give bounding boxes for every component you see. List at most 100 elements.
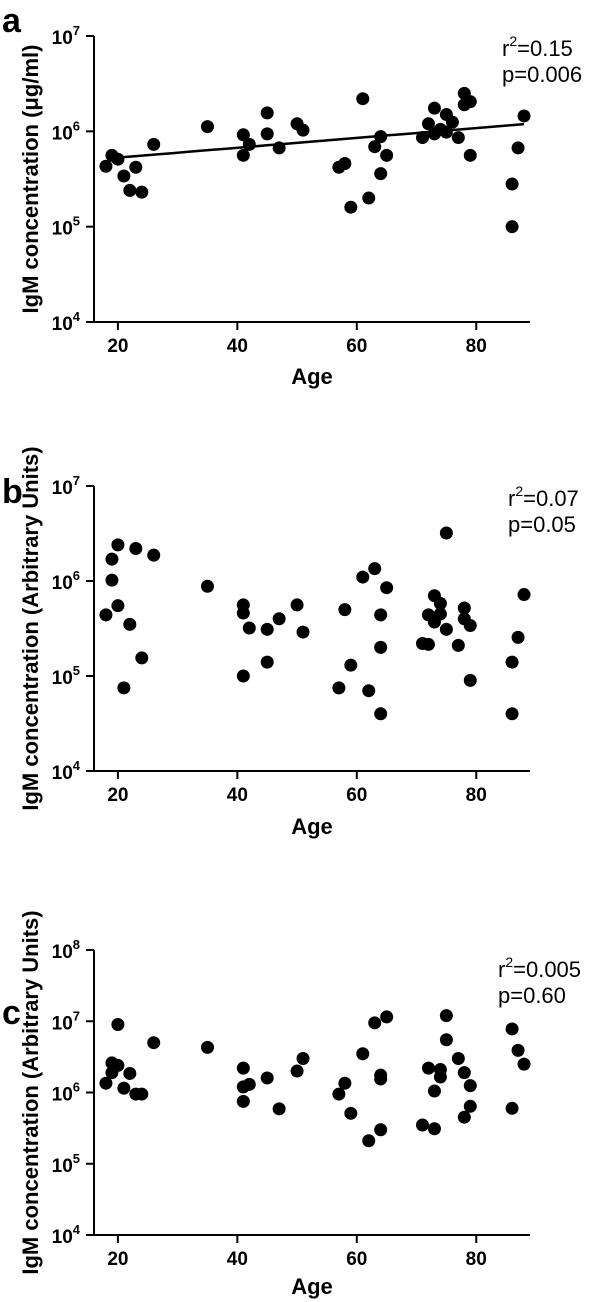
r-squared-annotation: r2=0.07 (508, 483, 579, 511)
y-tick-label: 104 (52, 1222, 81, 1248)
y-tick-base: 10 (52, 28, 73, 49)
x-tick-label: 60 (346, 336, 367, 357)
data-point (260, 1071, 274, 1085)
y-tick-exponent: 7 (73, 1008, 80, 1023)
data-point (200, 579, 214, 593)
y-tick-base: 10 (52, 573, 73, 594)
y-tick-exponent: 7 (73, 23, 80, 38)
data-point (451, 1052, 465, 1066)
data-point (439, 622, 453, 636)
data-point (380, 148, 394, 162)
data-point (505, 707, 519, 721)
data-point (433, 1070, 447, 1084)
data-point (105, 552, 119, 566)
y-tick-exponent: 4 (73, 758, 81, 773)
data-point (517, 109, 531, 123)
data-point (99, 159, 113, 173)
data-point (457, 1066, 471, 1080)
data-point (200, 1040, 214, 1054)
y-tick-exponent: 6 (73, 118, 80, 133)
data-point (332, 681, 346, 695)
r-squared-prefix: r (508, 486, 515, 511)
y-tick-label: 107 (52, 1008, 80, 1034)
r-squared-value: =0.005 (513, 957, 581, 982)
data-point (380, 1010, 394, 1024)
data-point (374, 640, 388, 654)
data-point (344, 200, 358, 214)
data-point (290, 598, 304, 612)
data-point (99, 1076, 113, 1090)
data-point (439, 526, 453, 540)
data-point (117, 169, 131, 183)
data-point (374, 1123, 388, 1137)
y-axis-title: IgM concentration (Arbitrary Units) (18, 446, 43, 810)
y-tick-base: 10 (52, 1227, 73, 1248)
data-point (242, 621, 256, 635)
data-point (272, 1102, 286, 1116)
data-point (362, 1134, 376, 1148)
data-point (147, 548, 161, 562)
p-value-annotation: p=0.60 (498, 983, 566, 1008)
y-tick-base: 10 (52, 314, 73, 335)
y-tick-base: 10 (52, 1013, 73, 1034)
data-point (147, 137, 161, 151)
data-point (433, 607, 447, 621)
y-tick-label: 106 (52, 118, 80, 144)
data-point (236, 1061, 250, 1075)
p-value-annotation: p=0.05 (508, 512, 576, 537)
data-point (135, 651, 149, 665)
data-point (200, 120, 214, 134)
data-point (415, 131, 429, 145)
data-point (457, 1110, 471, 1124)
y-tick-exponent: 4 (73, 1222, 81, 1237)
data-point (517, 1057, 531, 1071)
data-point (332, 1087, 346, 1101)
data-point (135, 1087, 149, 1101)
data-point (368, 562, 382, 576)
panel-letter: c (2, 994, 21, 1032)
y-tick-exponent: 5 (73, 1151, 80, 1166)
data-point (123, 1066, 137, 1080)
data-point (451, 638, 465, 652)
data-point (439, 125, 453, 139)
data-point (260, 655, 274, 669)
data-point (374, 1072, 388, 1086)
data-point (344, 1106, 358, 1120)
y-tick-label: 108 (52, 937, 80, 963)
y-tick-label: 107 (52, 473, 80, 499)
data-point (439, 1009, 453, 1023)
y-tick-base: 10 (52, 763, 73, 784)
data-point (463, 619, 477, 633)
data-point (272, 612, 286, 626)
x-axis-title: Age (291, 1274, 333, 1299)
data-point (463, 148, 477, 162)
data-point (99, 608, 113, 622)
data-point (260, 127, 274, 141)
y-tick-label: 104 (52, 758, 81, 784)
p-value-annotation: p=0.006 (502, 62, 582, 87)
data-point (111, 152, 125, 166)
data-point (439, 1033, 453, 1047)
data-point (344, 658, 358, 672)
r-squared-annotation: r2=0.005 (498, 954, 581, 982)
y-tick-label: 106 (52, 568, 80, 594)
data-point (451, 131, 465, 145)
data-point (290, 1064, 304, 1078)
data-point (296, 123, 310, 137)
data-point (111, 1018, 125, 1032)
data-point (356, 1047, 370, 1061)
data-point (356, 570, 370, 584)
r-squared-exponent: 2 (505, 954, 513, 970)
data-point (111, 599, 125, 613)
data-point (421, 637, 435, 651)
x-tick-label: 20 (107, 1249, 128, 1270)
data-point (356, 92, 370, 106)
y-tick-exponent: 8 (73, 937, 80, 952)
r-squared-exponent: 2 (509, 33, 517, 49)
r-squared-exponent: 2 (515, 483, 523, 499)
data-point (463, 673, 477, 687)
data-point (123, 183, 137, 197)
x-tick-label: 80 (466, 1249, 487, 1270)
data-point (296, 1052, 310, 1066)
